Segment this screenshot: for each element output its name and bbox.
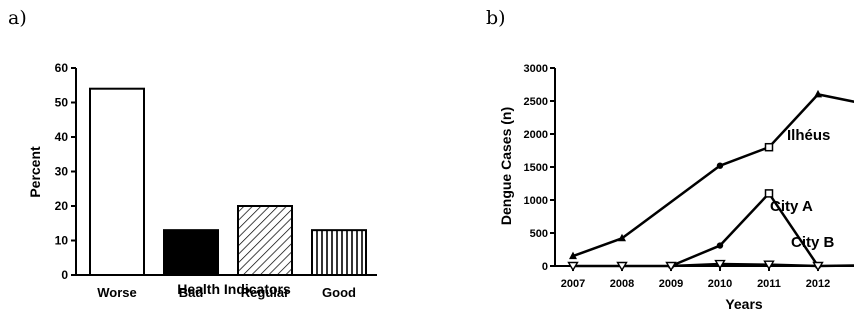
- line-ilh-us: [572, 93, 854, 258]
- bar-chart-panel: a) 0 10 20 30 40 50 60 Worse Bad Regular Good Hea…: [8, 7, 377, 300]
- line-x-tick-label: 2007: [561, 278, 585, 290]
- line-y-tick-label: 500: [530, 228, 548, 240]
- series-label-city-a: City A: [770, 198, 813, 215]
- panel-a-label: a): [8, 7, 27, 29]
- bar-y-tick-label: 20: [55, 199, 69, 213]
- line-city-a: [670, 192, 820, 268]
- line-y-axis-title: Dengue Cases (n): [498, 107, 514, 225]
- point-city-b-2010: [714, 259, 726, 270]
- bar-y-tick-label: 50: [55, 96, 69, 110]
- bar-worse: [89, 87, 145, 276]
- point-city-a-2011: [764, 189, 774, 198]
- bar-x-tick-label: Good: [322, 285, 356, 300]
- bar-good: [311, 229, 367, 276]
- bar-y-tick-label: 60: [55, 61, 69, 75]
- point-city-b-2011: [763, 260, 775, 271]
- point-city-b-2007: [567, 261, 579, 272]
- line-y-tick-label: 0: [542, 261, 548, 273]
- line-y-tick-label: 1000: [524, 195, 548, 207]
- bar-bad: [163, 229, 219, 276]
- bar-x-tick-label: Worse: [97, 285, 137, 300]
- point-ilh-us-2012: [814, 89, 822, 98]
- line-x-tick-label: 2009: [659, 278, 683, 290]
- bar-x-tick-label: Bad: [179, 285, 204, 300]
- point-city-a-2010: [716, 242, 724, 249]
- line-y-tick-label: 3000: [524, 63, 548, 75]
- bar-regular: [237, 205, 293, 276]
- line-x-tick-label: 2011: [757, 278, 781, 290]
- line-chart-panel: b) 0 500 1000 1500 2000 2500 3000 2007 2008 2009…: [486, 7, 854, 312]
- bar-y-axis-title: Percent: [27, 146, 43, 198]
- line-y-tick-label: 2500: [524, 96, 548, 108]
- point-city-b-2008: [616, 261, 628, 272]
- point-ilh-us-2008: [618, 233, 626, 242]
- point-city-b-2012: [812, 261, 824, 272]
- line-x-tick-label: 2010: [708, 278, 732, 290]
- panel-b-label: b): [486, 7, 506, 29]
- point-city-b-2009: [665, 261, 677, 272]
- bar-x-axis-title: Health Indicators: [177, 281, 291, 297]
- bar-y-tick-label: 10: [55, 234, 69, 248]
- line-x-tick-label: 2008: [610, 278, 634, 290]
- line-y-tick-label: 2000: [524, 129, 548, 141]
- line-y-tick-label: 1500: [524, 162, 548, 174]
- point-ilh-us-2010: [716, 162, 724, 169]
- bar-y-tick-label: 0: [61, 268, 68, 282]
- series-label-ilheus: Ilhéus: [787, 127, 830, 144]
- line-x-tick-label: 2012: [806, 278, 830, 290]
- bar-y-tick-label: 40: [55, 130, 69, 144]
- bar-y-tick-label: 30: [55, 165, 69, 179]
- bar-x-tick-label: Regular: [241, 285, 289, 300]
- line-x-axis-title: Years: [725, 296, 763, 312]
- point-ilh-us-2007: [569, 251, 577, 260]
- series-label-city-b: City B: [791, 234, 835, 251]
- point-ilh-us-2011: [764, 142, 774, 152]
